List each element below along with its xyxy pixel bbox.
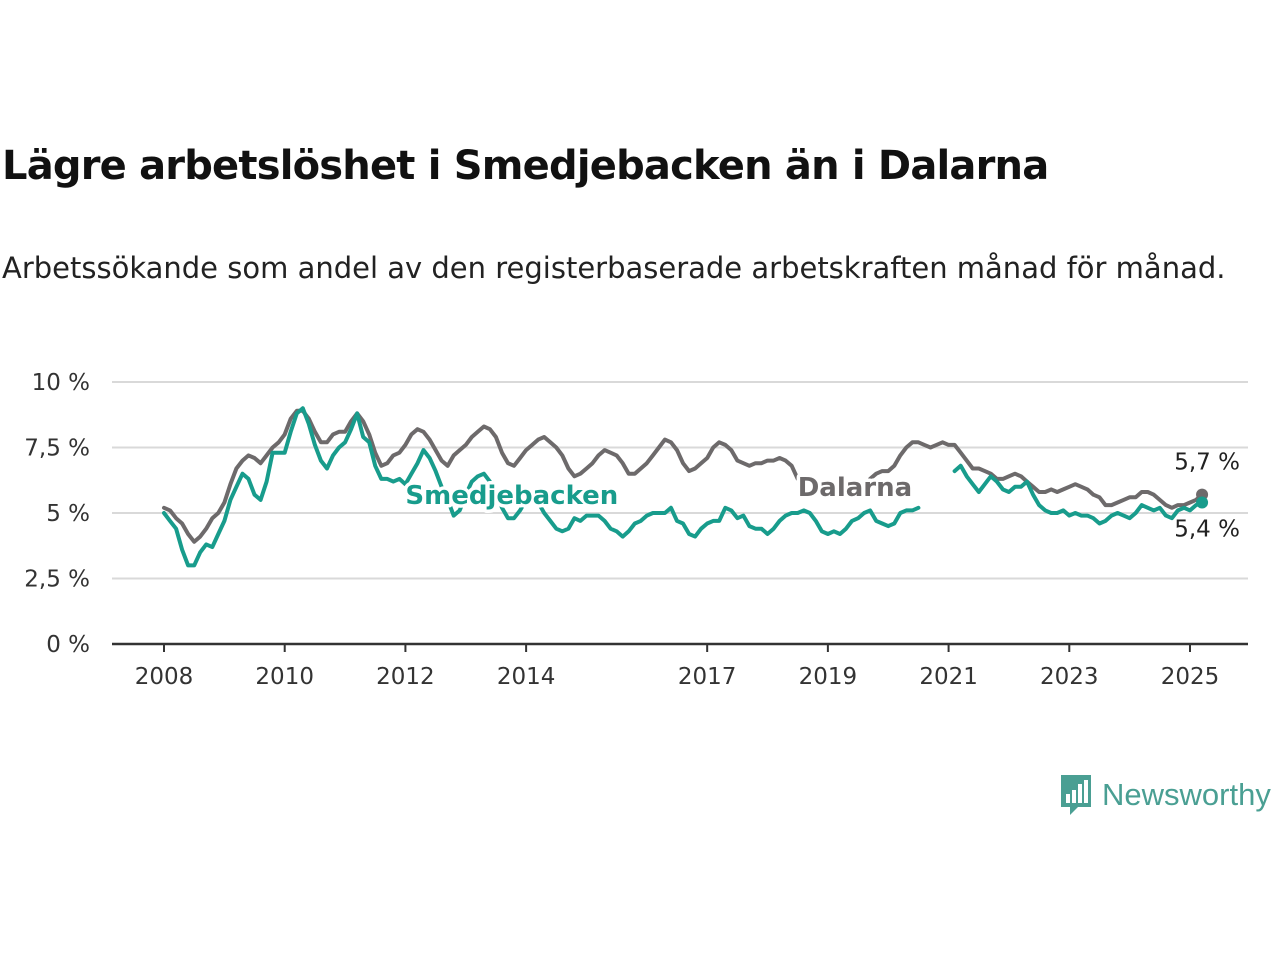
- line-chart: 0 % 2,5 % 5 % 7,5 % 10 % 2008 2010 2012 2014 201…: [24, 370, 1248, 690]
- smedjebacken-end-value: 5,4 %: [1174, 517, 1240, 543]
- dalarna-label: Dalarna: [798, 473, 912, 503]
- series-layer: [162, 406, 1209, 568]
- y-tick-label: 10 %: [32, 370, 90, 396]
- x-tick-label: 2023: [1040, 664, 1099, 690]
- smedjebacken-label: Smedjebacken: [405, 481, 618, 511]
- smedjebacken-line: [952, 463, 1205, 526]
- dalarna-end-value: 5,7 %: [1174, 450, 1240, 476]
- x-tick-label: 2021: [919, 664, 978, 690]
- x-tick-label: 2014: [497, 664, 556, 690]
- x-tick-label: 2012: [376, 664, 435, 690]
- newsworthy-logo: Newsworthy: [1058, 772, 1271, 818]
- y-tick-label: 7,5 %: [24, 436, 90, 462]
- brand-name: Newsworthy: [1102, 777, 1271, 812]
- x-tick-label: 2025: [1161, 664, 1220, 690]
- x-tick-label: 2008: [135, 664, 194, 690]
- y-axis-labels: 0 % 2,5 % 5 % 7,5 % 10 %: [24, 370, 90, 658]
- label-layer: Smedjebacken Dalarna 5,7 % 5,4 %: [402, 450, 1240, 543]
- grid-layer: [112, 381, 1248, 580]
- smedjebacken-line: [162, 406, 921, 568]
- dalarna-line: [162, 408, 800, 544]
- chart-subtitle: Arbetssökande som andel av den registerb…: [2, 251, 1226, 285]
- y-tick-label: 0 %: [46, 632, 90, 658]
- y-tick-label: 5 %: [46, 501, 90, 527]
- x-axis: 2008 2010 2012 2014 2017 2019 2021 2023 2025: [112, 642, 1248, 690]
- x-tick-label: 2017: [678, 664, 737, 690]
- y-tick-label: 2,5 %: [24, 567, 90, 593]
- smedjebacken-end-marker: [1196, 496, 1209, 509]
- dalarna-line: [868, 440, 1205, 510]
- chart-title: Lägre arbetslöshet i Smedjebacken än i D…: [2, 143, 1049, 189]
- bar-chart-speech-bubble-icon: [1061, 775, 1091, 815]
- x-tick-label: 2010: [255, 664, 314, 690]
- x-tick-label: 2019: [799, 664, 858, 690]
